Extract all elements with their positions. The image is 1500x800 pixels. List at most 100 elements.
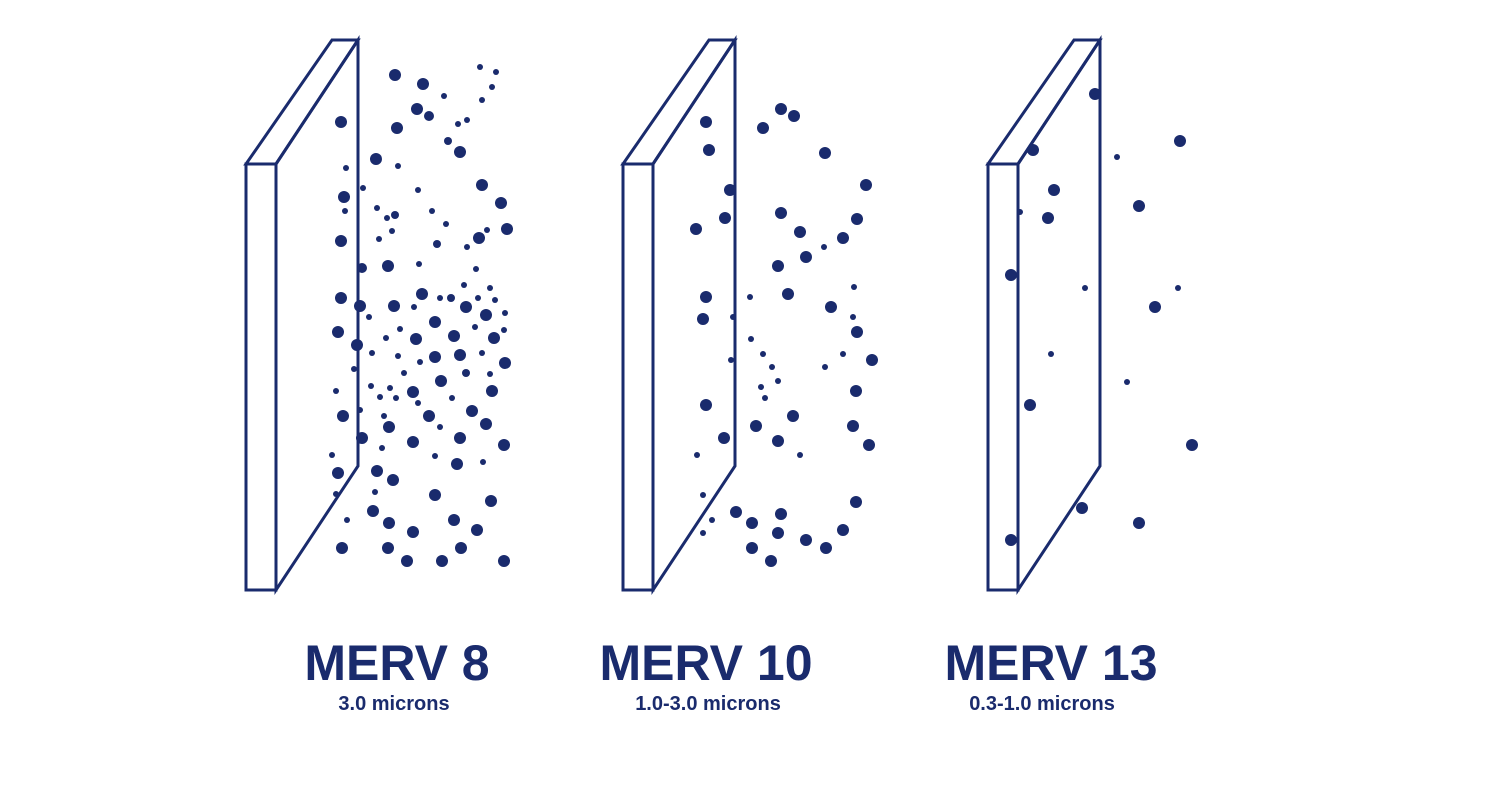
particle-dot-merv8	[416, 261, 422, 267]
filter-sheet-merv10	[620, 35, 738, 595]
particle-dot-merv8	[336, 542, 348, 554]
filter-subtitle-merv8: 3.0 microns	[338, 693, 449, 715]
particle-dot-merv10	[797, 452, 803, 458]
particle-dot-merv10	[758, 384, 764, 390]
particle-dot-merv13	[1174, 135, 1186, 147]
particle-dot-merv8	[462, 369, 470, 377]
particle-dot-merv8	[437, 424, 443, 430]
particle-dot-merv8	[473, 266, 479, 272]
particle-dot-merv8	[407, 526, 419, 538]
particle-dot-merv8	[479, 350, 485, 356]
filter-title-merv13: MERV 13	[944, 635, 1157, 691]
particle-dot-merv10	[775, 378, 781, 384]
particle-dot-merv10	[819, 147, 831, 159]
particle-dot-merv10	[850, 314, 856, 320]
particle-dot-merv13	[1149, 301, 1161, 313]
filter-panel-merv10: MERV 10 1.0-3.0 microns	[599, 35, 878, 715]
particle-dot-merv8	[498, 555, 510, 567]
particle-dot-merv10	[724, 184, 736, 196]
particle-dot-merv8	[454, 349, 466, 361]
particle-dot-merv13	[1048, 351, 1054, 357]
particle-dot-merv8	[332, 467, 344, 479]
particle-dot-merv8	[354, 300, 366, 312]
particle-dot-merv8	[498, 439, 510, 451]
particle-dot-merv8	[487, 371, 493, 377]
particle-dot-merv8	[495, 197, 507, 209]
filter-panel-merv13: MERV 13 0.3-1.0 microns	[944, 35, 1198, 715]
particle-dot-merv10	[787, 410, 799, 422]
particle-dot-merv8	[447, 294, 455, 302]
particle-dot-merv10	[840, 351, 846, 357]
particle-dot-merv10	[728, 357, 734, 363]
particle-dot-merv10	[697, 313, 709, 325]
particle-dot-merv10	[719, 212, 731, 224]
filter-title-merv10: MERV 10	[599, 635, 812, 691]
particle-dot-merv8	[480, 459, 486, 465]
particle-dot-merv13	[1175, 285, 1181, 291]
particle-dot-merv10	[765, 555, 777, 567]
particle-dot-merv8	[480, 418, 492, 430]
particle-dot-merv8	[333, 491, 339, 497]
particle-dot-merv8	[444, 137, 452, 145]
particle-dot-merv10	[772, 435, 784, 447]
particle-dot-merv8	[407, 436, 419, 448]
particle-dot-merv8	[449, 395, 455, 401]
particle-dot-merv8	[429, 351, 441, 363]
particle-dot-merv10	[775, 508, 787, 520]
particle-dot-merv8	[455, 542, 467, 554]
particle-dot-merv8	[389, 69, 401, 81]
filter-subtitle-merv13: 0.3-1.0 microns	[969, 693, 1115, 715]
particle-dot-merv8	[454, 432, 466, 444]
particle-dot-merv8	[460, 301, 472, 313]
particle-dot-merv10	[700, 291, 712, 303]
particle-dot-merv13	[1027, 144, 1039, 156]
particle-dot-merv8	[384, 215, 390, 221]
particle-dot-merv13	[1076, 502, 1088, 514]
particle-dot-merv8	[424, 111, 434, 121]
particle-dot-merv10	[863, 439, 875, 451]
particle-dot-merv8	[435, 375, 447, 387]
particle-dot-merv8	[371, 465, 383, 477]
particle-dot-merv8	[410, 333, 422, 345]
particle-dot-merv8	[433, 240, 441, 248]
particle-dot-merv8	[368, 383, 374, 389]
particle-dot-merv8	[466, 405, 478, 417]
particle-dot-merv8	[329, 452, 335, 458]
particle-dot-merv8	[432, 453, 438, 459]
particle-dot-merv8	[429, 208, 435, 214]
particle-dot-merv10	[850, 385, 862, 397]
particle-dot-merv8	[335, 235, 347, 247]
particle-dot-merv8	[342, 208, 348, 214]
particle-dot-merv8	[448, 330, 460, 342]
particle-dot-merv10	[851, 284, 857, 290]
particle-dot-merv8	[351, 339, 363, 351]
filter-sheet-merv8	[243, 35, 361, 595]
particle-dot-merv10	[800, 251, 812, 263]
particle-dot-merv8	[461, 282, 467, 288]
particle-dot-merv10	[700, 399, 712, 411]
particle-dot-merv8	[383, 517, 395, 529]
particle-dot-merv13	[1114, 154, 1120, 160]
particle-dot-merv8	[429, 316, 441, 328]
particle-dot-merv10	[700, 116, 712, 128]
particle-dot-merv8	[389, 228, 395, 234]
particle-dot-merv10	[757, 122, 769, 134]
particle-dot-merv8	[493, 69, 499, 75]
particle-dot-merv8	[383, 335, 389, 341]
particle-dot-merv10	[694, 452, 700, 458]
particle-dot-merv8	[369, 350, 375, 356]
filter-panel-merv8: MERV 8 3.0 microns	[243, 35, 513, 715]
particle-dot-merv8	[383, 421, 395, 433]
particle-dot-merv8	[391, 211, 399, 219]
filter-subtitle-merv10: 1.0-3.0 microns	[635, 693, 781, 715]
particle-dot-merv8	[501, 223, 513, 235]
particle-dot-merv8	[448, 514, 460, 526]
particle-dot-merv8	[338, 191, 350, 203]
particle-dot-merv13	[1124, 379, 1130, 385]
particle-dot-merv8	[415, 400, 421, 406]
particle-dot-merv8	[480, 309, 492, 321]
particle-dot-merv10	[800, 534, 812, 546]
particle-dot-merv8	[455, 121, 461, 127]
particle-dot-merv8	[479, 97, 485, 103]
particle-dot-merv10	[772, 527, 784, 539]
